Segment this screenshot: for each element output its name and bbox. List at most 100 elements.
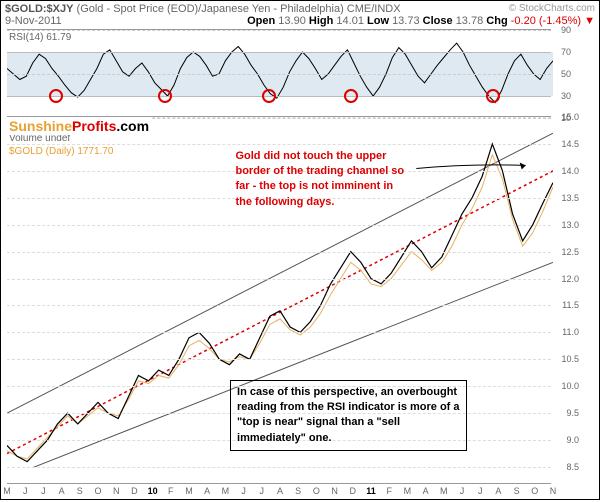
anno2-l2: reading from the RSI indicator is more o… bbox=[237, 400, 459, 415]
xtick: F bbox=[386, 486, 392, 496]
chg-label: Chg bbox=[486, 15, 507, 27]
stock-chart-container: $GOLD:$XJY (Gold - Spot Price (EOD)/Japa… bbox=[0, 0, 600, 500]
anno2-l1: In case of this perspective, an overboug… bbox=[237, 385, 459, 400]
anno1-l2: border of the trading channel so bbox=[235, 164, 404, 179]
main-ylabel: 10.5 bbox=[561, 354, 579, 364]
rsi-grid-30 bbox=[7, 96, 551, 97]
main-ylabel: 13.5 bbox=[561, 193, 579, 203]
header-line1: $GOLD:$XJY (Gold - Spot Price (EOD)/Japa… bbox=[5, 3, 595, 15]
rsi-circle-mark bbox=[158, 89, 172, 103]
main-ylabel: 10.0 bbox=[561, 381, 579, 391]
wm-1: Sunshine bbox=[9, 118, 72, 134]
xtick: D bbox=[131, 486, 138, 496]
xtick: A bbox=[204, 486, 210, 496]
main-grid bbox=[7, 359, 551, 360]
rsi-circle-mark bbox=[262, 89, 276, 103]
main-grid bbox=[7, 467, 551, 468]
xtick: M bbox=[3, 486, 11, 496]
arrow-head bbox=[520, 162, 526, 169]
close-label: Close bbox=[423, 15, 453, 27]
xtick: A bbox=[59, 486, 65, 496]
main-ylabel: 14.0 bbox=[561, 166, 579, 176]
ticker-symbol: $GOLD:$XJY bbox=[5, 3, 73, 15]
rsi-grid-70 bbox=[7, 52, 551, 53]
xtick: M bbox=[440, 486, 448, 496]
rsi-circle-mark bbox=[344, 89, 358, 103]
xtick: S bbox=[514, 486, 520, 496]
rsi-label: RSI(14) 61.79 bbox=[9, 32, 71, 43]
main-ylabel: 14.5 bbox=[561, 139, 579, 149]
main-grid bbox=[7, 144, 551, 145]
main-ylabel: 12.0 bbox=[561, 274, 579, 284]
ohlc-block: Open 13.90 High 14.01 Low 13.73 Close 13… bbox=[247, 15, 595, 27]
xtick: J bbox=[241, 486, 246, 496]
open-val: 13.90 bbox=[278, 15, 306, 27]
main-ylabel: 8.5 bbox=[566, 462, 579, 472]
xtick: O bbox=[313, 486, 320, 496]
rsi-ylabel-90: 90 bbox=[561, 25, 571, 35]
rsi-circle-mark bbox=[486, 89, 500, 103]
xtick: A bbox=[277, 486, 283, 496]
ticker-desc: (Gold - Spot Price (EOD)/Japanese Yen - … bbox=[77, 3, 344, 15]
xtick: J bbox=[41, 486, 46, 496]
annotation-red: Gold did not touch the upper border of t… bbox=[235, 149, 404, 211]
xtick: A bbox=[423, 486, 429, 496]
xtick: J bbox=[478, 486, 483, 496]
chart-date: 9-Nov-2011 bbox=[5, 15, 62, 27]
xtick: F bbox=[168, 486, 174, 496]
rsi-ylabel-30: 30 bbox=[561, 91, 571, 101]
rsi-circle-mark bbox=[49, 89, 63, 103]
main-grid bbox=[7, 225, 551, 226]
xtick: J bbox=[260, 486, 265, 496]
xtick: N bbox=[550, 486, 557, 496]
annotation-arrow bbox=[416, 165, 525, 169]
open-label: Open bbox=[247, 15, 275, 27]
legend-gold: $GOLD (Daily) 1771.70 bbox=[9, 145, 129, 158]
main-ylabel: 9.5 bbox=[566, 408, 579, 418]
anno1-l3: far - the top is not imminent in bbox=[235, 179, 404, 194]
main-ylabel: 12.5 bbox=[561, 247, 579, 257]
main-ylabel: 11.5 bbox=[562, 300, 579, 310]
main-ylabel: 9.0 bbox=[566, 435, 579, 445]
rsi-ylabel-70: 70 bbox=[561, 47, 571, 57]
exchange: CME/INDX bbox=[347, 3, 401, 15]
high-val: 14.01 bbox=[336, 15, 364, 27]
xtick: M bbox=[185, 486, 193, 496]
x-axis: MJJASOND10FMAMJJASOND11FMAMJJASON bbox=[7, 483, 551, 499]
chart-header: $GOLD:$XJY (Gold - Spot Price (EOD)/Japa… bbox=[1, 1, 599, 29]
high-label: High bbox=[309, 15, 333, 27]
xtick: M bbox=[404, 486, 412, 496]
annotation-black: In case of this perspective, an overboug… bbox=[230, 380, 466, 452]
xtick: J bbox=[460, 486, 465, 496]
main-grid bbox=[7, 279, 551, 280]
xtick: S bbox=[295, 486, 301, 496]
xtick: N bbox=[331, 486, 338, 496]
main-grid bbox=[7, 332, 551, 333]
low-val: 13.73 bbox=[392, 15, 420, 27]
main-price-panel: $GOLD:$XJY (Daily) 13.78 Volume undef $G… bbox=[7, 117, 551, 467]
xtick: M bbox=[222, 486, 230, 496]
anno2-l4: immediately" one. bbox=[237, 431, 459, 446]
main-ylabel: 15.0 bbox=[561, 112, 579, 122]
xtick: A bbox=[495, 486, 501, 496]
xtick: D bbox=[350, 486, 357, 496]
anno2-l3: "top is near" signal than a "sell bbox=[237, 415, 459, 430]
xtick: O bbox=[531, 486, 538, 496]
chg-arrow: ▼ bbox=[584, 15, 595, 27]
low-label: Low bbox=[367, 15, 389, 27]
main-ylabel: 11.0 bbox=[562, 327, 579, 337]
xtick: N bbox=[113, 486, 120, 496]
header-line2: 9-Nov-2011 Open 13.90 High 14.01 Low 13.… bbox=[5, 15, 595, 27]
attribution: © StockCharts.com bbox=[509, 3, 595, 14]
close-val: 13.78 bbox=[456, 15, 484, 27]
rsi-grid-50 bbox=[7, 74, 551, 75]
wm-2: Profits bbox=[72, 118, 116, 134]
watermark: SunshineProfits.com bbox=[7, 117, 151, 135]
xtick: O bbox=[94, 486, 101, 496]
rsi-panel: RSI(14) 61.79 1030507090 bbox=[7, 29, 551, 117]
main-grid bbox=[7, 305, 551, 306]
anno1-l1: Gold did not touch the upper bbox=[235, 149, 404, 164]
main-grid bbox=[7, 252, 551, 253]
xtick: 11 bbox=[366, 486, 376, 496]
anno1-l4: the following days. bbox=[235, 195, 404, 210]
